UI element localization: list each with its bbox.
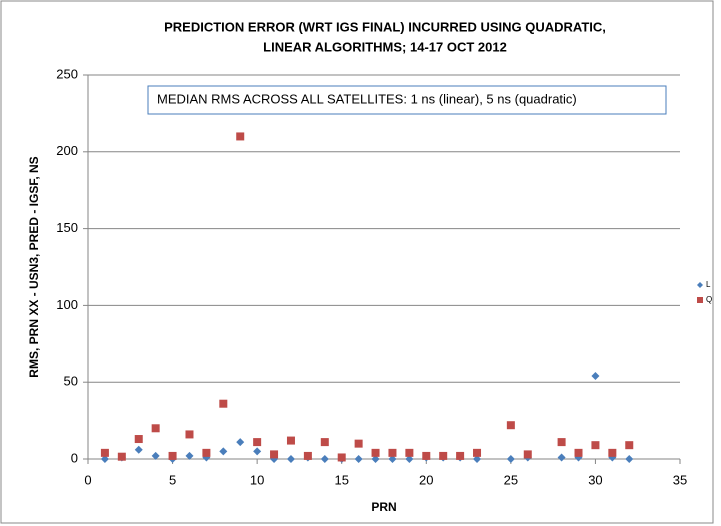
y-tick-label: 200 (56, 143, 78, 158)
point (202, 448, 211, 457)
point (557, 453, 566, 462)
point (439, 451, 448, 460)
point (405, 448, 414, 457)
point (608, 448, 617, 457)
point (320, 455, 329, 463)
point (100, 455, 109, 463)
legend-label: Q (706, 295, 712, 304)
point (320, 438, 329, 447)
legend-label: L (706, 280, 711, 289)
point (523, 450, 532, 459)
y-tick-label: 50 (64, 374, 78, 389)
x-tick-label: 15 (334, 472, 348, 487)
point (168, 451, 177, 460)
point (473, 455, 482, 463)
point (270, 450, 279, 459)
point (371, 448, 380, 457)
point (185, 430, 194, 439)
chart-title: LINEAR ALGORITHMS; 14-17 OCT 2012 (263, 39, 507, 54)
y-tick-label: 150 (56, 220, 78, 235)
point (354, 439, 363, 448)
y-tick-label: 250 (56, 66, 78, 81)
point (236, 132, 245, 141)
x-tick-label: 25 (504, 472, 518, 487)
point (354, 455, 363, 463)
x-tick-label: 35 (673, 472, 687, 487)
point (253, 438, 262, 447)
point (473, 448, 482, 457)
point (219, 447, 228, 456)
x-tick-label: 5 (169, 472, 176, 487)
y-axis-label: RMS, PRN XX - USN3, PRED - IGSF, NS (27, 156, 41, 377)
point (134, 445, 143, 454)
y-tick-label: 100 (56, 297, 78, 312)
point (286, 455, 295, 463)
point (591, 441, 600, 450)
x-tick-label: 30 (588, 472, 602, 487)
point (557, 438, 566, 447)
point (371, 455, 380, 463)
annotation-box (147, 85, 667, 115)
y-tick-label: 0 (71, 450, 78, 465)
x-tick-label: 10 (250, 472, 264, 487)
point (422, 451, 431, 460)
point (303, 451, 312, 460)
point (117, 452, 126, 461)
point (506, 421, 515, 430)
x-axis-label: PRN (371, 500, 396, 514)
x-tick-label: 0 (84, 472, 91, 487)
point (625, 455, 634, 463)
annotation: MEDIAN RMS ACROSS ALL SATELLITES: 1 ns (… (157, 91, 577, 106)
point (219, 399, 228, 408)
point (286, 436, 295, 445)
point (151, 451, 160, 460)
legend-marker (697, 282, 703, 288)
point (574, 448, 583, 457)
point (456, 451, 465, 460)
x-tick-label: 20 (419, 472, 433, 487)
point (185, 451, 194, 460)
point (337, 453, 346, 462)
point (134, 435, 143, 444)
point (388, 455, 397, 463)
point (405, 455, 414, 463)
point (506, 455, 515, 463)
chart-title: PREDICTION ERROR (WRT IGS FINAL) INCURRE… (164, 19, 606, 34)
point (388, 448, 397, 457)
point (591, 372, 600, 381)
point (236, 438, 245, 447)
point (253, 447, 262, 456)
point (151, 424, 160, 433)
point (100, 448, 109, 457)
point (625, 441, 634, 450)
legend-marker (697, 297, 703, 303)
